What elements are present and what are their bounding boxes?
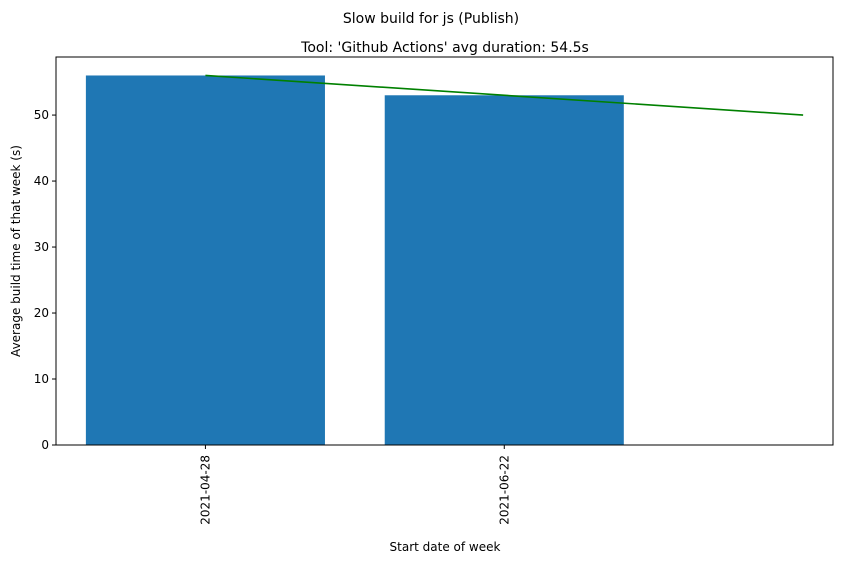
- x-axis-label: Start date of week: [390, 540, 501, 554]
- chart-suptitle: Slow build for js (Publish): [343, 11, 519, 27]
- bar: [384, 95, 624, 446]
- bar: [85, 75, 325, 445]
- y-tick-label: 0: [41, 438, 49, 452]
- y-tick-label: 30: [34, 240, 49, 254]
- y-tick-label: 50: [34, 108, 49, 122]
- y-axis-label: Average build time of that week (s): [9, 145, 23, 357]
- plot-frame: [55, 56, 834, 446]
- x-tick-label: 2021-06-22: [497, 455, 511, 525]
- x-tick-label: 2021-04-28: [198, 455, 212, 525]
- y-tick-label: 10: [34, 372, 49, 386]
- y-tick-label: 20: [34, 306, 49, 320]
- chart-title: Tool: 'Github Actions' avg duration: 54.…: [300, 40, 589, 56]
- trend-line: [205, 74, 804, 116]
- y-tick-label: 40: [34, 174, 49, 188]
